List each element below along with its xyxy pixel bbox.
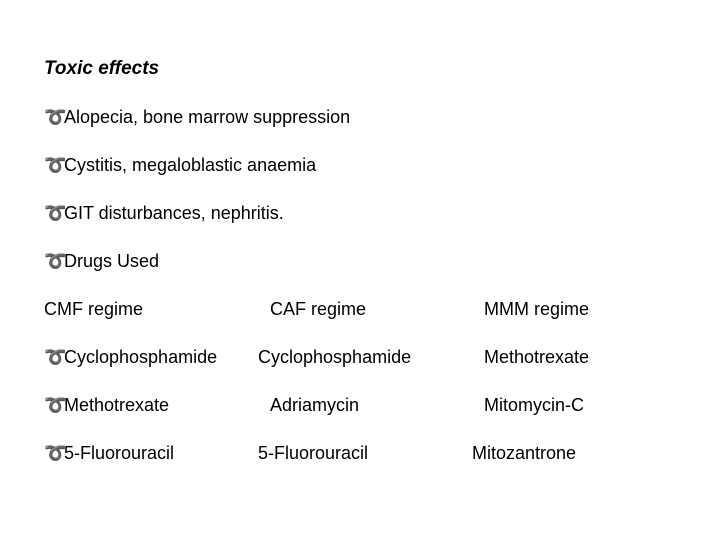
cell-caf: Cyclophosphamide	[258, 346, 472, 368]
bullet-text: Cystitis, megaloblastic anaemia	[64, 154, 316, 176]
swirl-bullet-icon: ➰	[44, 444, 64, 462]
bullet-text: Drugs Used	[64, 250, 159, 272]
col-header-caf: CAF regime	[258, 298, 484, 320]
swirl-bullet-icon: ➰	[44, 396, 64, 414]
cell-mmm: Mitomycin-C	[484, 394, 682, 416]
regimen-table-row: ➰ Methotrexate Adriamycin Mitomycin-C	[44, 394, 676, 416]
cell-cmf: Cyclophosphamide	[64, 346, 217, 368]
swirl-bullet-icon: ➰	[44, 156, 64, 174]
bullet-item: ➰ Cystitis, megaloblastic anaemia	[44, 154, 676, 176]
swirl-bullet-icon: ➰	[44, 252, 64, 270]
slide-title: Toxic effects	[44, 58, 676, 80]
bullet-text: GIT disturbances, nephritis.	[64, 202, 284, 224]
swirl-bullet-icon: ➰	[44, 108, 64, 126]
swirl-bullet-icon: ➰	[44, 204, 64, 222]
regimen-table-row: ➰ 5-Fluorouracil 5-Fluorouracil Mitozant…	[44, 442, 676, 464]
cell-mmm: Mitozantrone	[472, 442, 670, 464]
slide: Toxic effects ➰ Alopecia, bone marrow su…	[0, 0, 720, 540]
col-header-cmf: CMF regime	[44, 298, 258, 320]
regimen-table-header: CMF regime CAF regime MMM regime	[44, 298, 676, 320]
cell-mmm: Methotrexate	[472, 346, 682, 368]
cell-cmf: Methotrexate	[64, 394, 169, 416]
cell-caf: 5-Fluorouracil	[258, 442, 472, 464]
regimen-table-row: ➰ Cyclophosphamide Cyclophosphamide Meth…	[44, 346, 676, 368]
swirl-bullet-icon: ➰	[44, 348, 64, 366]
bullet-item: ➰ GIT disturbances, nephritis.	[44, 202, 676, 224]
bullet-item: ➰ Alopecia, bone marrow suppression	[44, 106, 676, 128]
bullet-item: ➰ Drugs Used	[44, 250, 676, 272]
bullet-text: Alopecia, bone marrow suppression	[64, 106, 350, 128]
col-header-mmm: MMM regime	[484, 298, 682, 320]
cell-caf: Adriamycin	[258, 394, 484, 416]
cell-cmf: 5-Fluorouracil	[64, 442, 174, 464]
